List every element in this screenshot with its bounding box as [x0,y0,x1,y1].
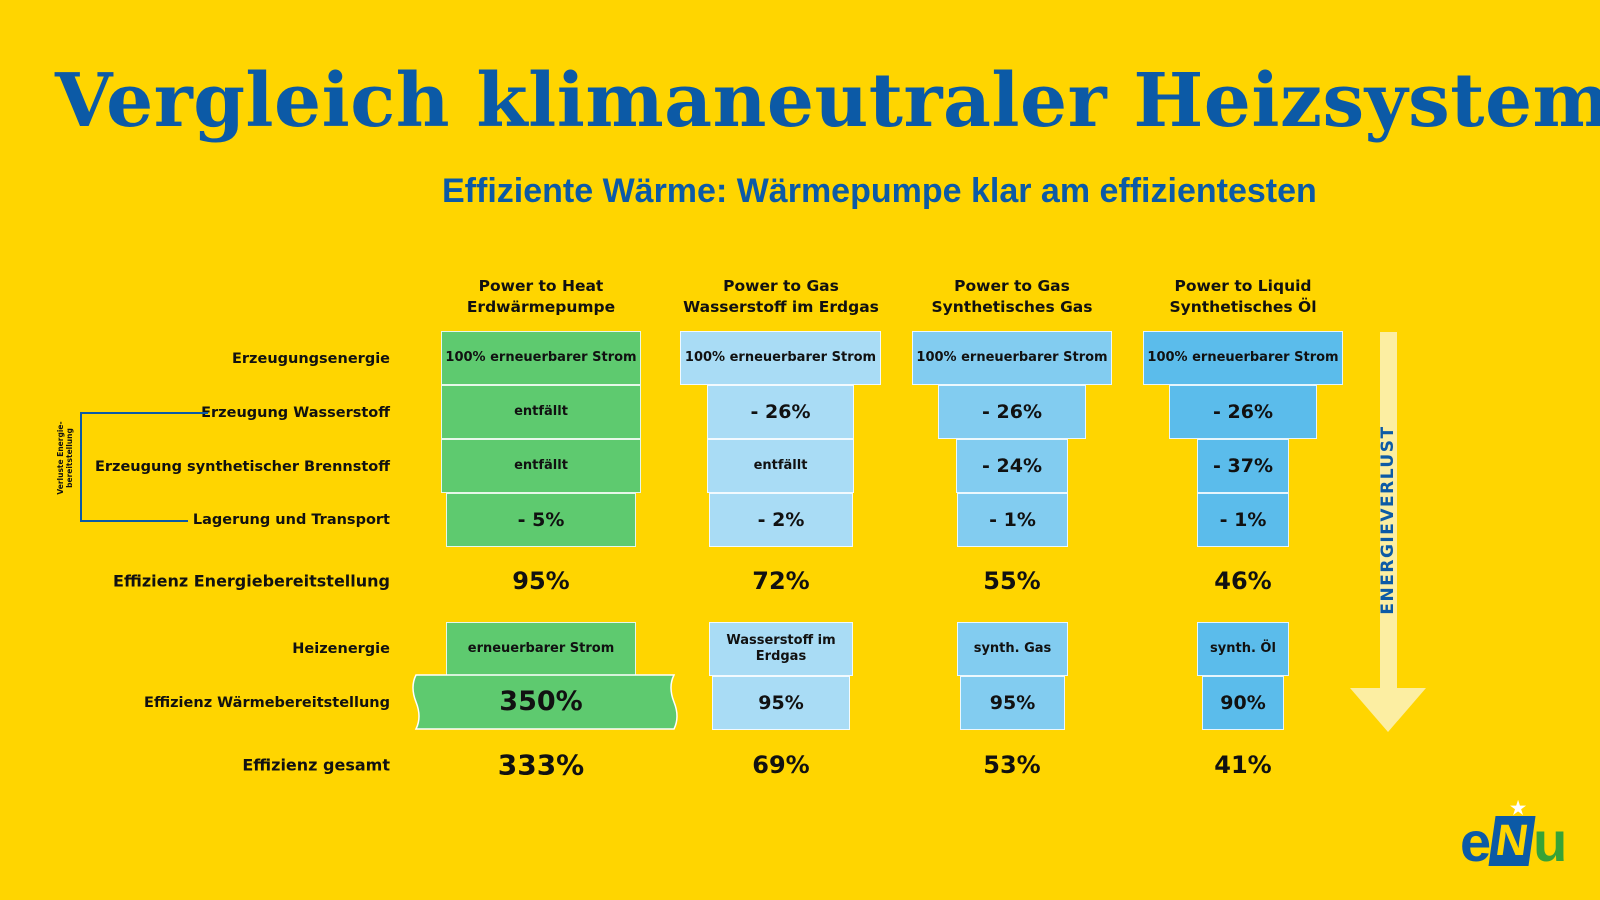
energy-loss-label: ENERGIEVERLUST [1378,425,1398,615]
cell-heat-eff-waerme: 350% [499,686,583,717]
cell-sgas-brennstoff: - 24% [956,439,1068,493]
cell-h2-erzeugungsenergie: 100% erneuerbarer Strom [680,331,881,385]
enu-logo: e N ★ u [1460,798,1568,873]
star-icon: ★ [1510,798,1527,818]
row-label-erzeugung-wasserstoff: Erzeugung Wasserstoff [201,405,390,421]
cell-oil-brennstoff: - 37% [1197,439,1289,493]
heat-efficiency-banner [412,674,678,730]
cell-sgas-heizenergie: synth. Gas [957,622,1068,676]
row-label-heizenergie: Heizenergie [292,641,390,657]
bracket-vertical-line [80,412,82,522]
page-subtitle: Effiziente Wärme: Wärmepumpe klar am eff… [442,172,1317,210]
logo-letter-n: N [1488,816,1536,866]
energy-loss-arrow-shaft [1380,332,1397,692]
column-header-line2: Wasserstoff im Erdgas [683,298,879,316]
column-header-power-to-gas-synth: Power to Gas Synthetisches Gas [887,276,1137,318]
logo-letter-e: e [1460,810,1492,873]
cell-oil-transport: - 1% [1197,493,1289,547]
value-heat-eff-bereitstellung: 95% [512,567,570,595]
value-oil-eff-bereitstellung: 46% [1214,567,1272,595]
column-header-line2: Synthetisches Öl [1169,298,1317,316]
cell-h2-wasserstoff: - 26% [707,385,854,439]
cell-oil-wasserstoff: - 26% [1169,385,1317,439]
column-header-line1: Power to Gas [723,277,839,295]
bracket-top-line [80,412,208,414]
column-header-line1: Power to Liquid [1174,277,1312,295]
column-header-line1: Power to Heat [478,277,604,295]
cell-heat-brennstoff: entfällt [441,439,641,493]
cell-heat-wasserstoff: entfällt [441,385,641,439]
cell-heat-transport: - 5% [446,493,636,547]
cell-h2-brennstoff: entfällt [707,439,854,493]
row-label-erzeugungsenergie: Erzeugungsenergie [231,351,390,367]
column-header-power-to-heat: Power to Heat Erdwärmepumpe [416,276,666,318]
cell-sgas-eff-waerme: 95% [960,676,1065,730]
energy-loss-arrow-head [1350,688,1426,732]
cell-sgas-wasserstoff: - 26% [938,385,1086,439]
cell-h2-eff-waerme: 95% [712,676,850,730]
row-label-erzeugung-brennstoff: Erzeugung synthetischer Brennstoff [94,459,390,475]
cell-heat-heizenergie: erneuerbarer Strom [446,622,636,676]
value-sgas-eff-bereitstellung: 55% [983,567,1041,595]
column-header-line2: Erdwärmepumpe [466,298,616,316]
cell-heat-erzeugungsenergie: 100% erneuerbarer Strom [441,331,641,385]
cell-h2-heizenergie: Wasserstoff im Erdgas [709,622,853,676]
bracket-label-line2: bereitstellung [65,428,74,488]
column-header-power-to-gas-h2: Power to Gas Wasserstoff im Erdgas [656,276,906,318]
row-label-effizienz-waermebereitstellung: Effizienz Wärmebereitstellung [144,695,390,711]
column-header-line1: Power to Gas [954,277,1070,295]
value-h2-eff-gesamt: 69% [752,751,810,779]
cell-sgas-transport: - 1% [957,493,1068,547]
value-h2-eff-bereitstellung: 72% [752,567,810,595]
row-label-lagerung-transport: Lagerung und Transport [192,512,390,528]
cell-oil-erzeugungsenergie: 100% erneuerbarer Strom [1143,331,1343,385]
cell-oil-eff-waerme: 90% [1202,676,1284,730]
cell-sgas-erzeugungsenergie: 100% erneuerbarer Strom [912,331,1112,385]
row-label-effizienz-gesamt: Effizienz gesamt [242,755,390,775]
cell-oil-heizenergie: synth. Öl [1197,622,1289,676]
logo-letter-u: u [1533,810,1568,873]
bracket-label: Verluste Energie- bereitstellung [56,413,74,503]
column-header-power-to-liquid: Power to Liquid Synthetisches Öl [1118,276,1368,318]
row-label-effizienz-energiebereitstellung: Effizienz Energiebereitstellung [113,571,390,591]
column-header-line2: Synthetisches Gas [931,298,1093,316]
bracket-bottom-line [80,520,188,522]
page-title: Vergleich klimaneutraler Heizsysteme [55,58,1600,144]
value-heat-eff-gesamt: 333% [497,748,585,782]
bracket-label-line1: Verluste Energie- [56,421,65,495]
value-sgas-eff-gesamt: 53% [983,751,1041,779]
value-oil-eff-gesamt: 41% [1214,751,1272,779]
cell-h2-transport: - 2% [709,493,853,547]
